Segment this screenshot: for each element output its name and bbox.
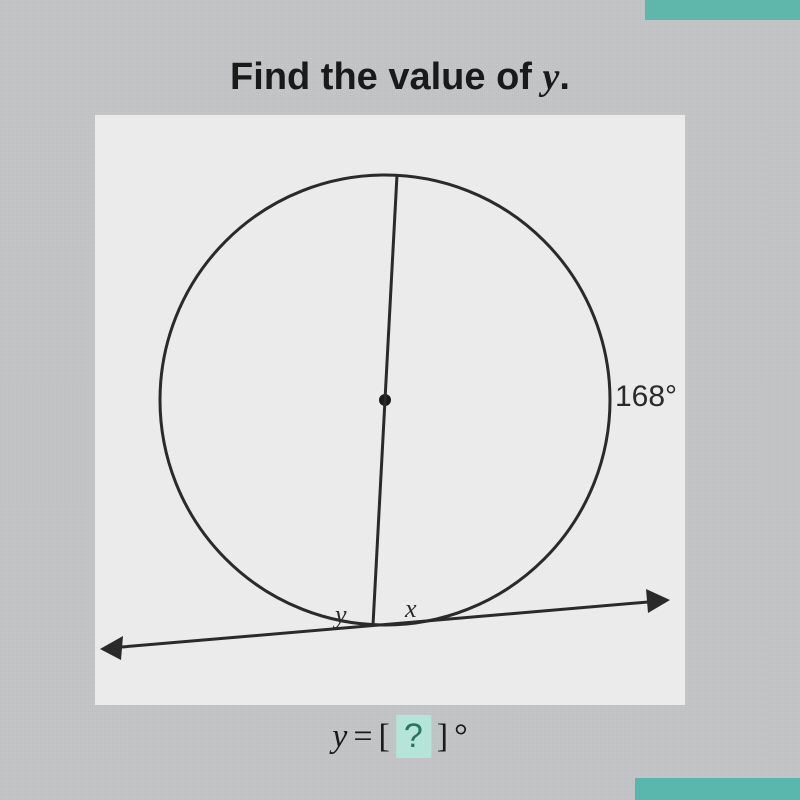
answer-open-bracket: [ — [379, 718, 390, 756]
answer-input-box[interactable]: ? — [396, 715, 431, 758]
title-variable: y — [543, 56, 560, 98]
diameter-chord — [373, 175, 397, 625]
arrow-left-icon — [100, 636, 123, 660]
answer-close-bracket: ] — [437, 718, 448, 756]
arrow-right-icon — [646, 589, 670, 613]
x-angle-label: x — [404, 594, 417, 623]
title-suffix: . — [559, 56, 570, 98]
title: Find the value of y. — [230, 55, 570, 99]
title-prefix: Find the value of — [230, 56, 542, 98]
y-angle-label: y — [332, 600, 347, 629]
arc-measure-label: 168° — [615, 380, 677, 414]
answer-line: y = [ ? ] ° — [332, 715, 467, 758]
bottom-teal-bar — [635, 778, 800, 800]
answer-equals: = — [353, 718, 372, 756]
top-teal-bar — [645, 0, 800, 20]
geometry-diagram: y x — [95, 115, 685, 705]
tangent-line — [110, 601, 660, 648]
diagram-area: y x — [95, 115, 685, 705]
answer-degree: ° — [454, 718, 468, 756]
answer-variable: y — [332, 718, 347, 756]
